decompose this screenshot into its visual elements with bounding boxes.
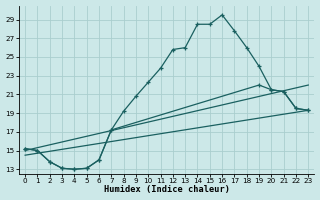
X-axis label: Humidex (Indice chaleur): Humidex (Indice chaleur): [104, 185, 230, 194]
